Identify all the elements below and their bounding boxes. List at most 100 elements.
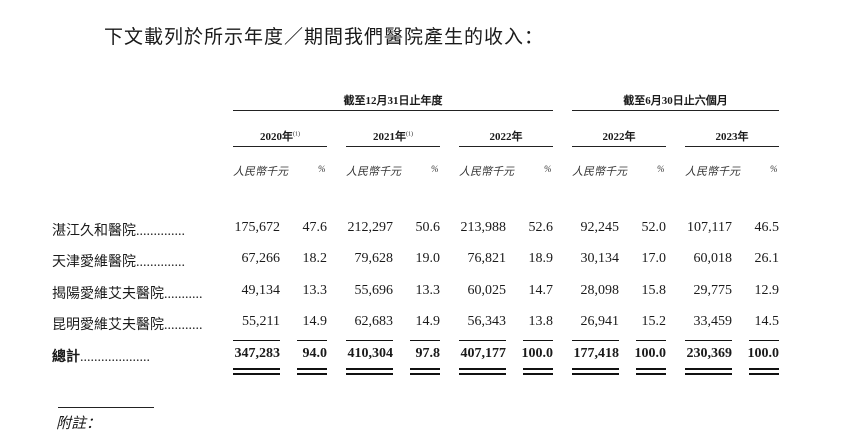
subtotal-rule <box>523 340 553 341</box>
total-double-rule <box>636 373 666 375</box>
year-header-2022: 2022年 <box>489 131 523 143</box>
subtotal-rule <box>749 340 779 341</box>
table-cell: 13.8 <box>528 314 554 329</box>
year-rule-2021 <box>346 146 440 147</box>
pct-label: % <box>657 164 665 174</box>
table-cell: 15.2 <box>641 314 667 329</box>
table-cell: 18.9 <box>528 251 554 266</box>
total-cell: 100.0 <box>521 346 554 361</box>
total-double-rule <box>346 373 393 375</box>
table-cell: 47.6 <box>302 220 328 235</box>
total-cell: 347,283 <box>234 346 281 361</box>
table-cell: 14.9 <box>302 314 328 329</box>
table-cell: 52.0 <box>641 220 667 235</box>
table-cell: 175,672 <box>234 220 281 235</box>
total-cell: 94.0 <box>302 346 328 361</box>
subtotal-rule <box>685 340 732 341</box>
year-header-2023-h1: 2023年 <box>715 131 749 143</box>
total-double-rule <box>233 368 280 370</box>
table-cell: 12.9 <box>754 283 780 298</box>
pct-label: % <box>770 164 778 174</box>
pct-label: % <box>318 164 326 174</box>
subtotal-rule <box>572 340 619 341</box>
year-header-2020: 2020年(1) <box>260 131 300 143</box>
total-cell: 230,369 <box>686 346 733 361</box>
note-separator <box>58 407 154 408</box>
total-double-rule <box>297 368 327 370</box>
total-double-rule <box>572 368 619 370</box>
table-cell: 55,696 <box>354 283 394 298</box>
total-double-rule <box>410 368 440 370</box>
unit-label: 人民幣千元 <box>685 166 740 178</box>
table-cell: 46.5 <box>754 220 780 235</box>
table-cell: 26,941 <box>580 314 620 329</box>
row-name: 天津愛維醫院 <box>52 255 136 270</box>
total-row-label: 總計.................... <box>52 346 150 366</box>
year-rule-2022-h1 <box>572 146 666 147</box>
hospital-row-label: 揭陽愛維艾夫醫院........... <box>52 283 203 303</box>
total-double-rule <box>297 373 327 375</box>
total-double-rule <box>346 368 393 370</box>
table-cell: 13.3 <box>302 283 328 298</box>
total-cell: 177,418 <box>573 346 620 361</box>
table-cell: 92,245 <box>580 220 620 235</box>
hospital-row-label: 昆明愛維艾夫醫院........... <box>52 314 203 334</box>
group-header-year-end: 截至12月31日止年度 <box>343 95 443 107</box>
year-rule-2022 <box>459 146 553 147</box>
subtotal-rule <box>636 340 666 341</box>
table-cell: 30,134 <box>580 251 620 266</box>
table-cell: 79,628 <box>354 251 394 266</box>
total-cell: 100.0 <box>634 346 667 361</box>
unit-label: 人民幣千元 <box>233 166 288 178</box>
total-cell: 97.8 <box>415 346 441 361</box>
table-cell: 15.8 <box>641 283 667 298</box>
pct-label: % <box>544 164 552 174</box>
total-double-rule <box>523 373 553 375</box>
table-cell: 60,018 <box>693 251 733 266</box>
year-header-2022-h1: 2022年 <box>602 131 636 143</box>
row-name: 總計 <box>52 350 80 365</box>
table-cell: 28,098 <box>580 283 620 298</box>
table-cell: 17.0 <box>641 251 667 266</box>
total-double-rule <box>459 368 506 370</box>
total-cell: 100.0 <box>747 346 780 361</box>
table-cell: 49,134 <box>241 283 281 298</box>
total-double-rule <box>749 368 779 370</box>
row-name: 揭陽愛維艾夫醫院 <box>52 287 164 302</box>
hospital-row-label: 天津愛維醫院.............. <box>52 251 185 271</box>
table-cell: 13.3 <box>415 283 441 298</box>
year-rule-2023-h1 <box>685 146 779 147</box>
table-cell: 60,025 <box>467 283 507 298</box>
leader-dots: .................... <box>80 350 150 365</box>
row-name: 昆明愛維艾夫醫院 <box>52 318 164 333</box>
subtotal-rule <box>346 340 393 341</box>
table-cell: 67,266 <box>241 251 281 266</box>
subtotal-rule <box>233 340 280 341</box>
row-name: 湛江久和醫院 <box>52 224 136 239</box>
table-cell: 18.2 <box>302 251 328 266</box>
group-rule-six-months <box>572 110 779 111</box>
table-cell: 76,821 <box>467 251 507 266</box>
unit-label: 人民幣千元 <box>346 166 401 178</box>
subtotal-rule <box>459 340 506 341</box>
year-header-2021: 2021年(1) <box>373 131 413 143</box>
intro-text: 下文載列於所示年度／期間我們醫院產生的收入： <box>104 27 545 48</box>
table-cell: 55,211 <box>242 314 280 329</box>
table-cell: 62,683 <box>354 314 394 329</box>
table-cell: 213,988 <box>460 220 507 235</box>
table-cell: 14.9 <box>415 314 441 329</box>
table-cell: 33,459 <box>693 314 733 329</box>
total-double-rule <box>410 373 440 375</box>
subtotal-rule <box>297 340 327 341</box>
total-double-rule <box>523 368 553 370</box>
total-double-rule <box>685 373 732 375</box>
leader-dots: ........... <box>164 287 203 302</box>
table-cell: 14.7 <box>528 283 554 298</box>
total-double-rule <box>459 373 506 375</box>
total-double-rule <box>636 368 666 370</box>
table-cell: 14.5 <box>754 314 780 329</box>
total-double-rule <box>233 373 280 375</box>
unit-label: 人民幣千元 <box>459 166 514 178</box>
hospital-row-label: 湛江久和醫院.............. <box>52 220 185 240</box>
table-cell: 56,343 <box>467 314 507 329</box>
